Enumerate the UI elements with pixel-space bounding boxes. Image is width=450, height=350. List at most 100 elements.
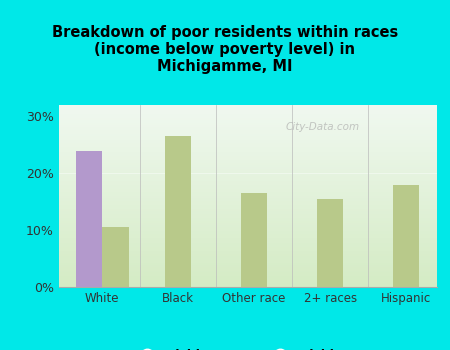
Bar xyxy=(58,114,436,116)
Bar xyxy=(102,227,129,287)
Bar xyxy=(58,205,436,207)
Bar xyxy=(58,134,436,136)
Bar xyxy=(58,196,436,198)
Bar xyxy=(58,198,436,199)
Bar xyxy=(58,170,436,172)
Bar xyxy=(58,150,436,152)
Bar xyxy=(58,167,436,169)
Bar xyxy=(58,127,436,129)
Bar xyxy=(58,185,436,187)
Bar xyxy=(58,207,436,209)
Bar xyxy=(58,227,436,229)
Bar xyxy=(58,216,436,218)
Bar xyxy=(58,161,436,163)
Bar xyxy=(58,202,436,203)
Bar xyxy=(58,141,436,143)
Bar xyxy=(58,243,436,245)
Bar xyxy=(58,183,436,185)
Bar xyxy=(58,111,436,112)
Bar xyxy=(58,165,436,167)
Bar xyxy=(58,190,436,192)
Bar xyxy=(58,274,436,276)
Bar xyxy=(58,234,436,236)
Bar xyxy=(58,140,436,141)
Bar xyxy=(58,107,436,108)
Bar xyxy=(165,136,192,287)
Bar xyxy=(58,220,436,222)
Bar xyxy=(58,158,436,160)
Bar xyxy=(58,209,436,211)
Bar xyxy=(58,218,436,220)
Bar xyxy=(58,176,436,178)
Text: Breakdown of poor residents within races
(income below poverty level) in
Michiga: Breakdown of poor residents within races… xyxy=(52,25,398,74)
Bar xyxy=(58,211,436,212)
Bar xyxy=(58,269,436,271)
Bar xyxy=(58,265,436,267)
Bar xyxy=(58,138,436,140)
Bar xyxy=(58,152,436,154)
Bar xyxy=(241,193,267,287)
Bar xyxy=(58,263,436,265)
Bar xyxy=(58,271,436,272)
Bar xyxy=(58,178,436,180)
Bar xyxy=(58,187,436,189)
Bar xyxy=(58,229,436,231)
Bar xyxy=(317,199,343,287)
Bar xyxy=(58,132,436,134)
Bar xyxy=(58,261,436,263)
Bar xyxy=(58,129,436,131)
Bar xyxy=(58,285,436,287)
Bar xyxy=(58,121,436,123)
Bar xyxy=(58,240,436,242)
Bar xyxy=(58,172,436,174)
Bar xyxy=(58,118,436,120)
Bar xyxy=(58,154,436,156)
Bar xyxy=(58,222,436,223)
Bar xyxy=(58,223,436,225)
Bar xyxy=(58,247,436,249)
Bar xyxy=(58,131,436,132)
Bar xyxy=(76,150,102,287)
Bar xyxy=(58,267,436,269)
Bar xyxy=(58,189,436,190)
Bar xyxy=(58,245,436,247)
Bar xyxy=(58,203,436,205)
Bar xyxy=(58,231,436,232)
Bar xyxy=(393,185,419,287)
Bar xyxy=(58,199,436,202)
Bar xyxy=(58,276,436,278)
Bar xyxy=(58,284,436,285)
Bar xyxy=(58,225,436,227)
Bar xyxy=(58,123,436,125)
Bar xyxy=(58,163,436,165)
Bar xyxy=(58,108,436,111)
Bar xyxy=(58,254,436,256)
Bar xyxy=(58,251,436,252)
Bar xyxy=(58,193,436,194)
Text: City-Data.com: City-Data.com xyxy=(286,122,360,132)
Bar xyxy=(58,214,436,216)
Bar xyxy=(58,105,436,107)
Bar xyxy=(58,258,436,260)
Legend: Michigamme, Michigan: Michigamme, Michigan xyxy=(129,344,366,350)
Bar xyxy=(58,143,436,145)
Bar xyxy=(58,145,436,147)
Bar xyxy=(58,194,436,196)
Bar xyxy=(58,160,436,161)
Bar xyxy=(58,149,436,150)
Bar xyxy=(58,260,436,261)
Bar xyxy=(58,125,436,127)
Bar xyxy=(58,236,436,238)
Bar xyxy=(58,281,436,284)
Bar xyxy=(58,280,436,281)
Bar xyxy=(58,136,436,138)
Bar xyxy=(58,212,436,214)
Bar xyxy=(58,147,436,149)
Bar xyxy=(58,169,436,170)
Bar xyxy=(58,181,436,183)
Bar xyxy=(58,180,436,181)
Bar xyxy=(58,112,436,114)
Bar xyxy=(58,278,436,280)
Bar xyxy=(58,120,436,121)
Bar xyxy=(58,116,436,118)
